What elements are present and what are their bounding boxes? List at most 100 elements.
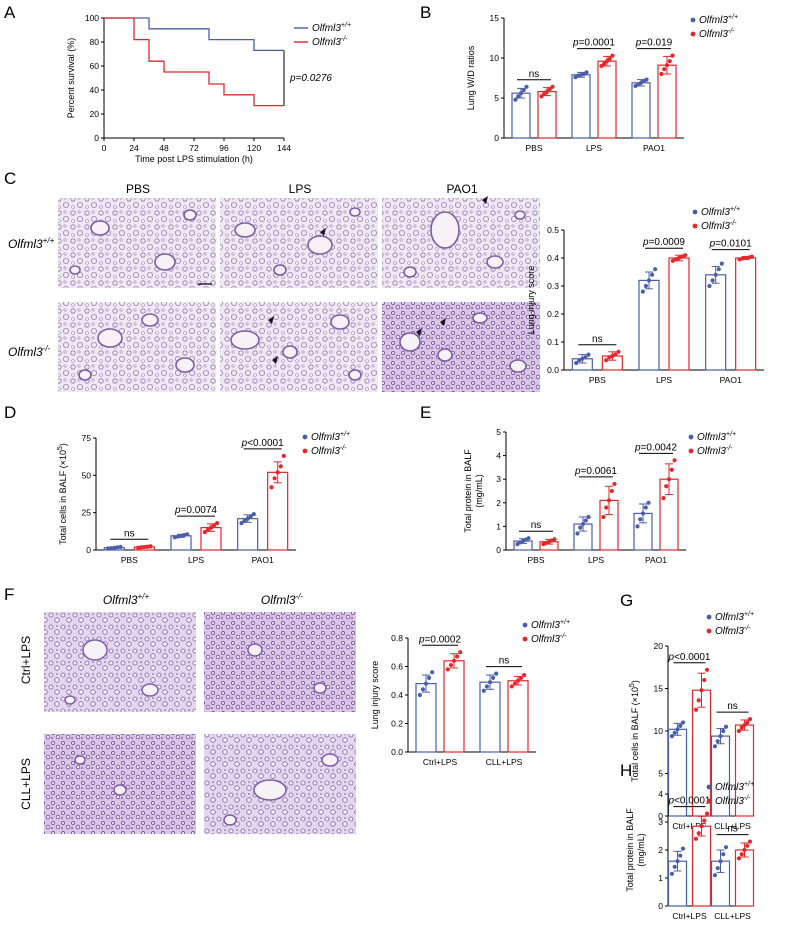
chart-e-bars: 0 1 2 3 4 5 Total protein in BALF (mg/mL) PBS ns L… xyxy=(463,427,736,565)
x-tick-label: PAO1 xyxy=(645,555,667,565)
chart-d-bars: 0 25 50 75 Total cells in BALF (×105) PBS ns LP… xyxy=(57,431,350,565)
significance-label: ns xyxy=(727,824,738,835)
legend-label-base: Olfml3 xyxy=(701,207,730,218)
significance-value: =0.0009 xyxy=(649,237,686,248)
y-tick-label: 60 xyxy=(90,61,100,71)
data-point xyxy=(693,707,699,712)
series-wt-line xyxy=(104,17,284,52)
data-point xyxy=(278,464,283,469)
significance-label: ns xyxy=(529,69,540,80)
data-point xyxy=(245,516,250,521)
data-point xyxy=(675,727,680,732)
micrograph-f-ctrl-ko xyxy=(204,612,356,712)
legend-label-sup: +/+ xyxy=(744,611,754,618)
data-point xyxy=(646,278,652,283)
legend-label-sup: +/+ xyxy=(341,22,351,29)
significance-value: =0.0061 xyxy=(581,466,618,477)
legend-label-sup: +/+ xyxy=(730,206,740,213)
y-tick-label: 15 xyxy=(654,684,664,694)
legend-label: Olfml3+/+ xyxy=(312,22,351,34)
data-point xyxy=(702,818,707,823)
histology-c-col-pbs: PBS xyxy=(126,182,150,196)
x-tick-label: LPS xyxy=(188,555,204,565)
y-tick-label: 2 xyxy=(496,498,501,508)
data-point xyxy=(574,360,579,366)
data-point xyxy=(678,853,683,858)
data-point xyxy=(699,824,704,829)
legend-label-base: Olfml3 xyxy=(715,782,744,793)
significance-value: <0.0001 xyxy=(674,796,711,807)
significance-p: p xyxy=(668,796,675,807)
data-point xyxy=(578,525,583,530)
x-tick-label: 24 xyxy=(129,143,139,153)
legend-label-base: Olfml3 xyxy=(697,446,726,457)
data-point xyxy=(644,77,649,82)
y-tick-label: 4 xyxy=(658,789,663,799)
data-point xyxy=(509,684,514,689)
data-point xyxy=(599,63,604,69)
y-axis-label-text: Lung W/D ratios xyxy=(466,45,476,110)
legend-dot xyxy=(302,448,308,454)
legend-label-sup: +/+ xyxy=(560,619,570,626)
significance-p: p xyxy=(634,442,641,453)
legend-label-base: Olfml3 xyxy=(531,634,560,645)
data-point xyxy=(609,488,614,494)
legend-label: Olfml3-/- xyxy=(701,220,737,232)
data-point xyxy=(693,836,699,841)
y-tick-label: 5 xyxy=(658,769,663,779)
data-point xyxy=(524,84,529,89)
data-point xyxy=(550,84,555,89)
data-point xyxy=(215,521,220,526)
y-axis-label: Lung injury score xyxy=(370,661,380,730)
histology-c-col-pao1: PAO1 xyxy=(446,182,477,196)
data-point xyxy=(702,677,707,683)
legend-label: Olfml3+/+ xyxy=(697,431,736,443)
data-point xyxy=(672,864,677,869)
y-tick-label: 3 xyxy=(496,474,501,484)
x-tick-label: PBS xyxy=(589,375,606,385)
data-point xyxy=(112,545,117,550)
y-tick-label: 0.0 xyxy=(391,747,403,757)
y-tick-label: 0.8 xyxy=(391,633,403,643)
data-point xyxy=(716,267,721,272)
data-point xyxy=(580,521,586,527)
y-tick-label: 0 xyxy=(494,133,499,143)
y-tick-label: 0.4 xyxy=(391,690,403,700)
significance-value: =0.0101 xyxy=(715,239,752,250)
significance-label: p=0.0001 xyxy=(572,38,615,49)
x-tick-label: PAO1 xyxy=(720,375,742,385)
legend-dot xyxy=(692,209,698,215)
significance-label: p=0.0061 xyxy=(574,466,617,477)
significance-label: ns xyxy=(727,701,738,712)
data-point xyxy=(712,744,718,749)
significance-label: p=0.0276 xyxy=(289,73,332,84)
significance-p: p xyxy=(668,652,675,663)
legend-dot xyxy=(302,434,308,440)
data-point xyxy=(667,59,672,64)
legend-dot xyxy=(688,448,694,454)
legend-label: Olfml3-/- xyxy=(715,795,751,807)
legend-dot xyxy=(522,636,528,642)
data-point xyxy=(610,53,615,58)
data-point xyxy=(662,67,667,72)
data-point xyxy=(185,532,190,537)
data-point xyxy=(484,684,490,689)
data-point xyxy=(649,272,655,277)
y-tick-label: 50 xyxy=(82,470,92,480)
data-point xyxy=(640,511,646,516)
data-point xyxy=(704,811,710,816)
data-point xyxy=(713,272,718,277)
data-point xyxy=(683,253,688,258)
legend-label-base: Olfml3 xyxy=(311,446,340,457)
data-point xyxy=(666,477,672,482)
data-point xyxy=(202,529,207,535)
data-point xyxy=(575,531,580,536)
x-tick-label: Ctrl+LPS xyxy=(423,757,458,767)
data-point xyxy=(607,56,612,61)
data-point xyxy=(539,94,544,99)
x-tick-label: 96 xyxy=(219,143,229,153)
legend-label-sup: -/- xyxy=(726,445,733,452)
y-tick-label: 1 xyxy=(496,521,501,531)
panel-label-g: G xyxy=(620,591,633,610)
